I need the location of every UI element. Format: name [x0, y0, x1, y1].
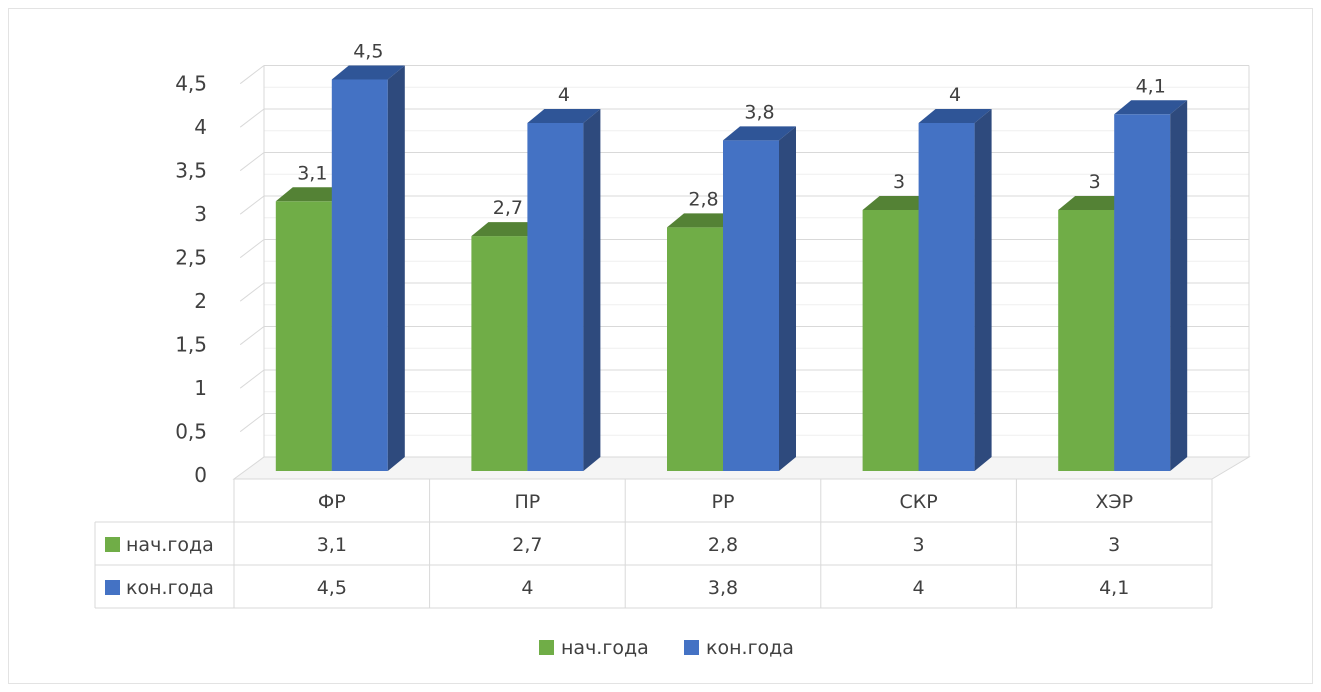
- gridline-side: [239, 413, 265, 433]
- data-label: 4: [949, 84, 961, 106]
- y-tick-label: 2,5: [175, 246, 207, 270]
- data-label: 2,7: [493, 197, 523, 219]
- y-tick-label: 3,5: [175, 159, 207, 183]
- data-label: 2,8: [688, 188, 718, 210]
- table-cell: 3: [913, 534, 925, 556]
- y-tick-label: 2: [194, 289, 207, 313]
- bar-end-side: [387, 65, 405, 471]
- data-label: 3,1: [297, 162, 327, 184]
- table-legend-key: [105, 580, 120, 595]
- data-label: 3,8: [744, 101, 774, 123]
- table-cell: 2,8: [708, 534, 738, 556]
- gridline-side: [239, 326, 265, 346]
- bar-end-front: [527, 123, 584, 471]
- bar-end-top: [1114, 100, 1188, 115]
- bar-end-top: [331, 65, 405, 80]
- table-cell: 4: [913, 577, 925, 599]
- table-cell: 4,1: [1099, 577, 1129, 599]
- bar-end-top: [723, 126, 796, 141]
- bar-end-side: [583, 109, 601, 471]
- table-series-name: нач.года: [126, 534, 214, 556]
- gridline-side: [239, 108, 265, 128]
- bar-end-front: [331, 79, 388, 471]
- y-tick-label: 1: [194, 376, 207, 400]
- bar-start-front: [667, 227, 723, 471]
- data-label: 4,5: [353, 41, 383, 63]
- chart-frame: 0 0,5 1 1,5 2 2,5 3 3,5 4 4,5 3,1 4,5 2,7 4 2,8 3,8 3 4 3 4…: [8, 8, 1313, 684]
- data-label: 4,1: [1136, 75, 1166, 97]
- category-label: РР: [712, 491, 735, 513]
- bar-start-top: [275, 187, 349, 202]
- data-label: 4: [558, 84, 570, 106]
- y-tick-label: 0: [194, 463, 207, 487]
- table-cell: 4: [521, 577, 533, 599]
- legend-label: нач.года: [561, 637, 649, 659]
- y-tick-label: 0,5: [175, 420, 207, 444]
- legend-key: [684, 640, 699, 655]
- bar-end-front: [918, 123, 975, 471]
- y-tick-label: 4,5: [175, 72, 207, 96]
- gridline-side: [239, 152, 265, 172]
- gridline-side: [239, 195, 265, 215]
- bar-end-side: [1170, 100, 1188, 472]
- gridline-side: [239, 65, 265, 85]
- table-cell: 4,5: [317, 577, 347, 599]
- table-legend-key: [105, 537, 120, 552]
- data-label: 3: [1089, 171, 1101, 193]
- bar-end-side: [779, 126, 796, 472]
- gridline-side: [239, 282, 265, 302]
- bar-chart-3d: 0 0,5 1 1,5 2 2,5 3 3,5 4 4,5 3,1 4,5 2,7 4 2,8 3,8 3 4 3 4…: [94, 41, 1251, 659]
- bar-start-front: [1058, 210, 1115, 471]
- bar-start-front: [471, 236, 528, 471]
- table-series-name: кон.года: [126, 577, 214, 599]
- bar-end-side: [974, 109, 992, 471]
- category-label: ХЭР: [1095, 491, 1133, 513]
- bar-start-front: [275, 201, 332, 472]
- table-cell: 2,7: [512, 534, 542, 556]
- category-label: ПР: [515, 491, 541, 513]
- bar-end-top: [918, 109, 992, 123]
- legend-label: кон.года: [706, 637, 794, 659]
- category-label: СКР: [899, 491, 937, 513]
- table-cell: 3,8: [708, 577, 738, 599]
- table-cell: 3,1: [317, 534, 347, 556]
- gridline-side: [239, 369, 265, 389]
- bar-start-top: [1058, 196, 1132, 210]
- data-label: 3: [893, 171, 905, 193]
- y-tick-label: 1,5: [175, 333, 207, 357]
- bar-end-top: [527, 109, 601, 123]
- legend-key: [539, 640, 554, 655]
- bar-start-top: [862, 196, 936, 210]
- category-label: ФР: [318, 491, 346, 513]
- bar-end-front: [1114, 114, 1171, 472]
- gridline-side: [239, 239, 265, 259]
- table-cell: 3: [1108, 534, 1120, 556]
- bar-start-front: [862, 210, 919, 471]
- bar-start-top: [471, 222, 545, 237]
- bar-start-top: [667, 213, 740, 228]
- bar-end-front: [723, 140, 779, 471]
- y-tick-label: 4: [194, 115, 207, 139]
- y-tick-label: 3: [194, 202, 207, 226]
